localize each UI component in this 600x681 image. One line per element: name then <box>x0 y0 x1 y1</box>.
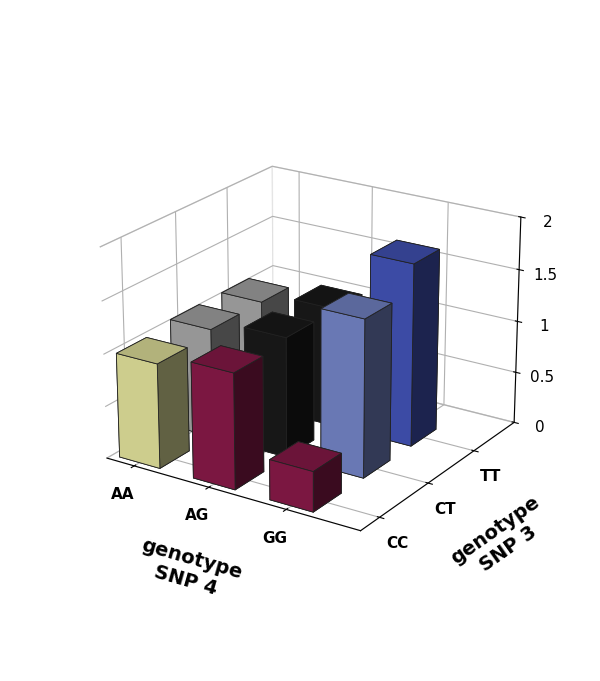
X-axis label: genotype
SNP 4: genotype SNP 4 <box>133 536 244 604</box>
Y-axis label: genotype
SNP 3: genotype SNP 3 <box>448 492 556 586</box>
